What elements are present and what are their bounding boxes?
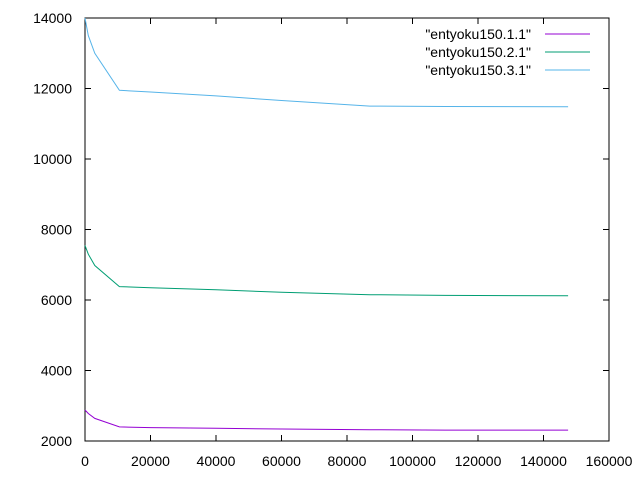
x-tick-label: 120000 <box>455 453 502 469</box>
series-line-1 <box>84 409 569 431</box>
series-line-2 <box>84 245 569 297</box>
plot-frame <box>84 17 610 442</box>
x-tick-label: 140000 <box>520 453 567 469</box>
x-tick-label: 160000 <box>586 453 633 469</box>
legend-label-2: "entyoku150.2.1" <box>425 44 531 60</box>
x-tick-label: 100000 <box>389 453 436 469</box>
y-tick-label: 6000 <box>41 292 72 308</box>
x-tick-label: 0 <box>81 453 89 469</box>
y-axis-tick-labels: 2000 4000 6000 8000 10000 12000 14000 <box>33 10 72 449</box>
y-tick-label: 10000 <box>33 151 72 167</box>
x-tick-label: 60000 <box>262 453 301 469</box>
series-lines <box>84 17 569 431</box>
y-tick-label: 4000 <box>41 363 72 379</box>
legend: "entyoku150.1.1" "entyoku150.2.1" "entyoku… <box>425 26 590 78</box>
legend-label-1: "entyoku150.1.1" <box>425 26 531 42</box>
legend-label-3: "entyoku150.3.1" <box>425 62 531 78</box>
y-tick-label: 2000 <box>41 433 72 449</box>
y-tick-label: 14000 <box>33 10 72 26</box>
x-tick-label: 80000 <box>328 453 367 469</box>
y-tick-label: 8000 <box>41 222 72 238</box>
x-tick-label: 20000 <box>131 453 170 469</box>
x-axis-tick-labels: 0 20000 40000 60000 80000 100000 120000 140000 1… <box>81 453 632 469</box>
series-line-3 <box>84 17 569 108</box>
x-tick-label: 40000 <box>197 453 236 469</box>
y-tick-label: 12000 <box>33 81 72 97</box>
axis-ticks <box>84 17 610 442</box>
